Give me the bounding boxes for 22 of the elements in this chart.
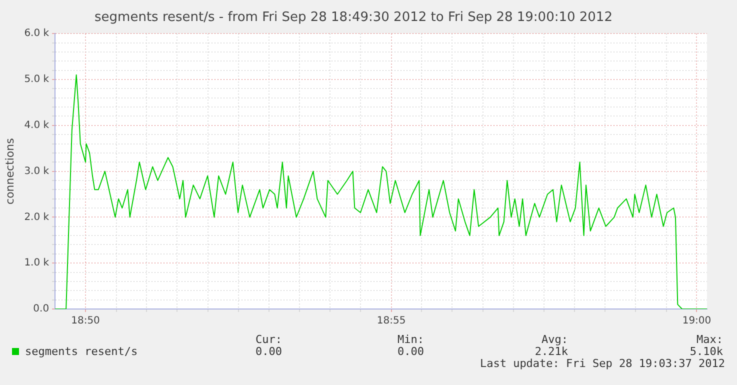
legend-label: segments resent/s [25,345,138,358]
y-tick-label: 2.0 k [24,212,50,223]
y-tick-label: 1.0 k [24,258,50,269]
y-tick-label: 5.0 k [24,74,50,86]
y-tick-label: 0.0 [33,304,50,315]
text: 0.00 [256,345,282,358]
text: Avg: [542,333,568,346]
text: Cur: [256,333,282,346]
text: 2.21k [534,345,568,358]
y-axis-title: connections [3,138,16,204]
chart-title: segments resent/s - from Fri Sep 28 18:49:30 2012 to Fri Sep 28 19:00:10 2012 [94,10,612,26]
text: 5.10k [690,345,723,358]
text: Max: [696,333,723,346]
x-tick-label: 19:00 [682,316,712,327]
text: 0.00 [398,345,424,358]
text: Last update: Fri Sep 28 19:03:37 2012 [480,357,725,370]
y-tick-label: 4.0 k [24,120,50,131]
y-tick-label: 6.0 k [24,28,50,40]
text: Min: [398,333,424,346]
x-tick-label: 18:55 [376,316,406,327]
x-tick-label: 18:50 [71,316,100,327]
y-tick-label: 3.0 k [24,166,50,177]
